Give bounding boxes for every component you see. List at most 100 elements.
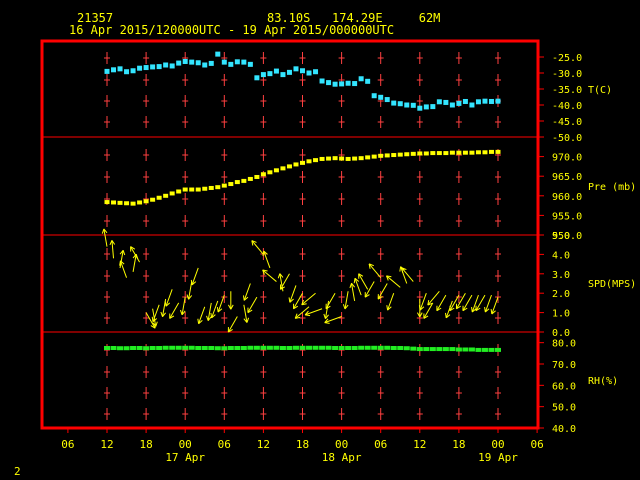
wind-arrow-head xyxy=(462,307,468,312)
wind-arrow xyxy=(351,283,356,302)
wind-arrow-head xyxy=(416,312,421,318)
humidity-point xyxy=(481,347,488,352)
pressure-point xyxy=(156,195,162,200)
wind-arrow-head xyxy=(247,309,253,314)
wind-arrow-head xyxy=(325,314,329,319)
wind-arrow-head xyxy=(246,317,250,323)
wind-arrow-head xyxy=(323,313,326,319)
wind-arrow xyxy=(455,292,466,310)
wind-arrow-head xyxy=(445,314,451,319)
humidity-point xyxy=(449,347,456,352)
humidity-point xyxy=(371,345,378,350)
pressure-point xyxy=(182,187,188,192)
humidity-point xyxy=(338,346,345,350)
wind-arrow xyxy=(227,316,238,333)
temperature-point xyxy=(462,98,468,104)
humidity-point xyxy=(442,347,449,352)
wind-arrow-head xyxy=(490,308,493,315)
wind-arrow xyxy=(324,300,330,319)
x-tick-label: 18 xyxy=(452,438,465,451)
temperature-point xyxy=(339,81,345,87)
pressure-point xyxy=(228,182,234,187)
pressure-point xyxy=(319,156,325,161)
wind-arrow-head xyxy=(484,307,486,313)
pressure-point xyxy=(111,200,117,205)
humidity-point xyxy=(221,346,228,351)
temperature-point xyxy=(430,104,436,110)
wind-arrow xyxy=(449,294,460,311)
x-tick-label: 00 xyxy=(491,438,504,451)
x-tick-label: 12 xyxy=(100,438,113,451)
pressure-point xyxy=(300,160,305,165)
pressure-point xyxy=(313,158,319,163)
wind-arrow xyxy=(119,260,128,278)
temperature-point xyxy=(482,98,488,104)
wind-arrow-head xyxy=(191,281,197,286)
wind-arrow xyxy=(484,294,492,313)
pressure-point xyxy=(345,156,351,161)
temperature-point xyxy=(352,81,358,87)
wind-arrow-head xyxy=(386,305,389,311)
humidity-point xyxy=(488,347,495,352)
wind-arrow xyxy=(325,292,336,310)
wind-arrow-head xyxy=(436,307,442,312)
wind-arrow-head xyxy=(109,240,113,246)
pressure-point xyxy=(202,186,208,191)
humidity-point xyxy=(149,346,156,350)
wind-arrow-head xyxy=(180,309,183,315)
humidity-point xyxy=(156,346,163,350)
pressure-point xyxy=(124,201,130,206)
pressure-point xyxy=(462,150,468,155)
wind-arrow xyxy=(111,240,115,259)
temperature-point xyxy=(150,64,156,70)
humidity-point xyxy=(110,346,117,350)
temperature-point xyxy=(300,68,305,74)
temperature-point xyxy=(475,99,481,105)
pressure-point xyxy=(195,187,201,192)
y-tick-label: 955.0 xyxy=(552,211,582,222)
pressure-point xyxy=(137,200,143,205)
humidity-point xyxy=(143,346,150,351)
page-number: 2 xyxy=(14,465,21,478)
wind-arrow xyxy=(119,250,124,269)
temperature-point xyxy=(176,60,182,66)
pressure-point xyxy=(365,155,371,160)
wind-arrow-head xyxy=(169,315,175,319)
humidity-point xyxy=(299,345,306,350)
pressure-point xyxy=(449,150,455,155)
humidity-point xyxy=(410,346,417,351)
x-tick-label: 18 xyxy=(139,438,152,451)
wind-arrow xyxy=(103,228,108,247)
humidity-point xyxy=(130,346,137,350)
humidity-point xyxy=(169,345,176,350)
wind-arrow xyxy=(358,273,369,290)
wind-arrow-head xyxy=(162,312,167,318)
temperature-point xyxy=(391,100,397,106)
pressure-point xyxy=(488,149,494,154)
wind-arrow-head xyxy=(160,311,163,317)
wind-arrow-head xyxy=(228,329,233,333)
wind-arrow-head xyxy=(368,263,374,267)
y-tick-label: 70.0 xyxy=(552,360,576,371)
wind-arrow-head xyxy=(491,310,496,315)
wind-arrow-head xyxy=(243,296,249,301)
wind-arrow-head xyxy=(188,295,193,300)
temperature-point xyxy=(260,72,266,78)
temperature-point xyxy=(313,69,319,75)
pressure-point xyxy=(117,200,123,205)
temperature-point xyxy=(443,99,449,105)
humidity-point xyxy=(468,347,475,352)
wind-arrow-head xyxy=(280,286,285,290)
wind-arrow-head xyxy=(349,283,352,289)
pressure-point xyxy=(234,180,240,185)
wind-arrow-head xyxy=(262,250,265,257)
wind-arrow xyxy=(251,240,264,255)
wind-arrow xyxy=(386,275,401,288)
wind-arrow-head xyxy=(181,310,186,316)
wind-arrow-head xyxy=(449,307,455,312)
pressure-point xyxy=(397,152,403,157)
wind-arrow xyxy=(262,269,277,282)
wind-arrow-head xyxy=(399,266,402,272)
x-tick-label: 06 xyxy=(374,438,387,451)
